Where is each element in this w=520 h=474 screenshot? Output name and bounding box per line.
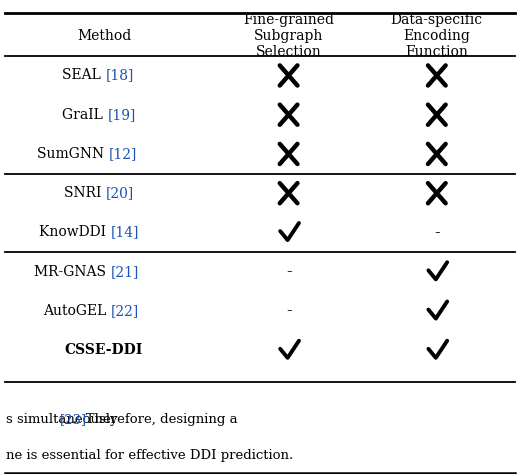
Text: Fine-grained
Subgraph
Selection: Fine-grained Subgraph Selection	[243, 13, 334, 59]
Text: SumGNN: SumGNN	[37, 147, 109, 161]
Text: [14]: [14]	[111, 226, 139, 239]
Text: [20]: [20]	[106, 186, 134, 200]
Text: [21]: [21]	[111, 264, 139, 279]
Text: -: -	[434, 224, 439, 241]
Text: -: -	[286, 263, 291, 280]
Text: SEAL: SEAL	[62, 68, 106, 82]
Text: [22]: [22]	[111, 304, 139, 318]
Text: s simultaneously: s simultaneously	[6, 413, 122, 426]
Text: GraIL: GraIL	[62, 108, 107, 122]
Text: [19]: [19]	[107, 108, 136, 122]
Text: Method: Method	[77, 29, 131, 43]
Text: [23]: [23]	[60, 413, 87, 426]
Text: AutoGEL: AutoGEL	[43, 304, 111, 318]
Text: SNRI: SNRI	[64, 186, 106, 200]
Text: CSSE-DDI: CSSE-DDI	[65, 343, 143, 357]
Text: KnowDDI: KnowDDI	[40, 226, 111, 239]
Text: [18]: [18]	[106, 68, 134, 82]
Text: MR-GNAS: MR-GNAS	[34, 264, 111, 279]
Text: Data-specific
Encoding
Function: Data-specific Encoding Function	[391, 13, 483, 59]
Text: -: -	[286, 302, 291, 319]
Text: .  Therefore, designing a: . Therefore, designing a	[73, 413, 237, 426]
Text: ne is essential for effective DDI prediction.: ne is essential for effective DDI predic…	[6, 449, 293, 463]
Text: [12]: [12]	[109, 147, 137, 161]
